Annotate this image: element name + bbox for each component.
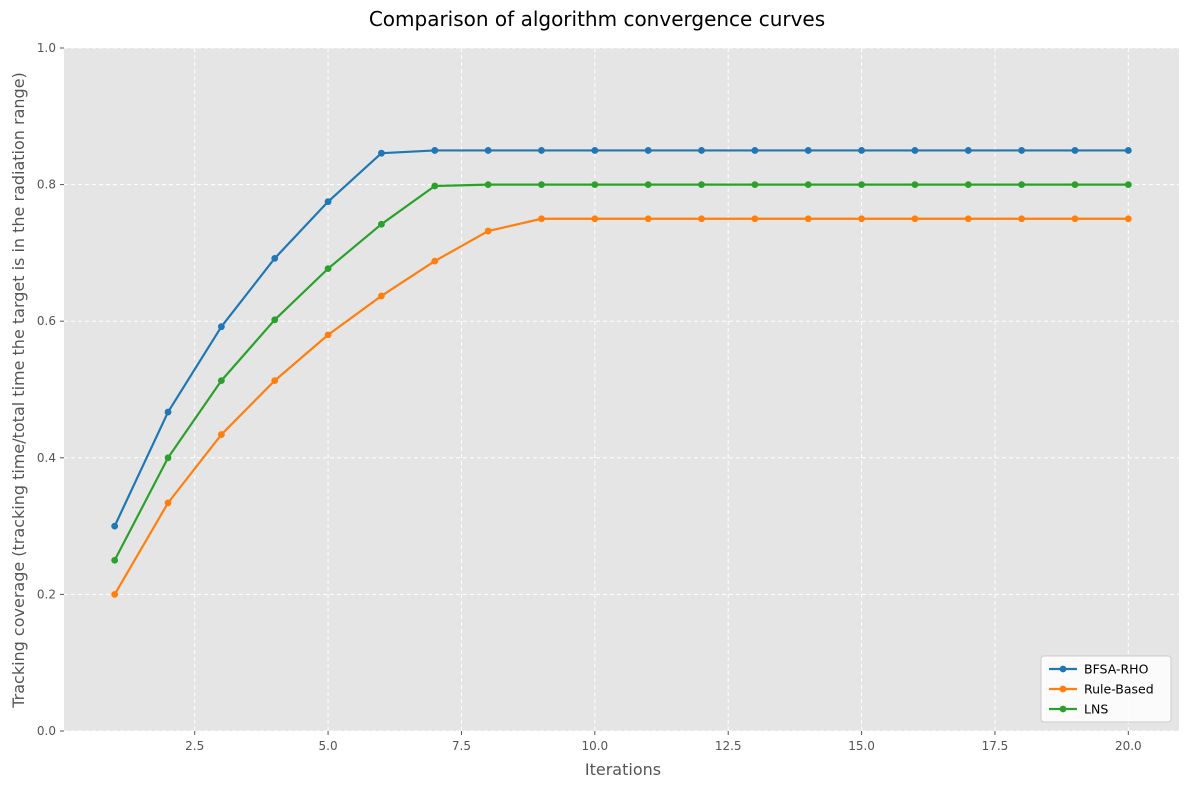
legend-swatch-marker xyxy=(1059,665,1067,673)
data-point xyxy=(644,181,652,189)
series-rule-based xyxy=(111,215,1132,598)
data-point xyxy=(804,215,812,223)
data-point xyxy=(698,215,705,223)
data-point xyxy=(644,147,652,154)
x-tick-label: 12.5 xyxy=(715,739,742,753)
data-point xyxy=(698,147,705,154)
data-point xyxy=(644,215,652,223)
data-point xyxy=(538,215,545,223)
data-point xyxy=(591,147,599,154)
legend-box xyxy=(1040,655,1172,723)
data-point xyxy=(698,181,705,189)
y-tick-label: 0.0 xyxy=(37,724,56,738)
data-point xyxy=(538,181,545,189)
legend: BFSA-RHO Rule-Based LNS xyxy=(1040,655,1172,723)
data-point xyxy=(271,377,279,385)
data-point xyxy=(164,454,172,462)
data-point xyxy=(1124,181,1132,189)
legend-label: Rule-Based xyxy=(1084,682,1154,697)
data-point xyxy=(484,227,492,235)
data-point xyxy=(271,316,279,324)
data-point xyxy=(431,257,439,265)
data-point xyxy=(378,292,385,300)
x-tick-label: 5.0 xyxy=(319,739,338,753)
data-point xyxy=(378,149,385,157)
plot-area xyxy=(64,48,1179,731)
x-tick-label: 20.0 xyxy=(1115,739,1142,753)
data-point xyxy=(1018,215,1026,223)
x-tick-label: 10.0 xyxy=(581,739,608,753)
x-axis-title: Iterations xyxy=(585,760,661,779)
data-point xyxy=(858,147,865,154)
data-point xyxy=(538,147,545,154)
legend-swatch-marker xyxy=(1059,685,1067,693)
data-point xyxy=(217,323,225,331)
data-point xyxy=(804,181,812,189)
x-tick-label: 2.5 xyxy=(185,739,204,753)
y-tick-label: 1.0 xyxy=(37,41,56,55)
series-line xyxy=(113,149,1129,527)
y-axis-title: Tracking coverage (tracking time/total t… xyxy=(9,72,28,709)
series-bfsa-rho xyxy=(111,147,1132,530)
data-point xyxy=(1124,215,1132,223)
data-point xyxy=(964,215,972,223)
data-point xyxy=(858,181,865,189)
data-point xyxy=(804,147,812,154)
data-point xyxy=(751,147,759,154)
data-point xyxy=(324,198,332,206)
data-point xyxy=(164,499,172,507)
legend-label: LNS xyxy=(1084,702,1108,717)
y-tick-label: 0.6 xyxy=(37,314,56,328)
data-point xyxy=(324,331,332,339)
data-point xyxy=(751,215,759,223)
data-point xyxy=(911,215,919,223)
data-point xyxy=(751,181,759,189)
y-tick-label: 0.8 xyxy=(37,178,56,192)
axis-ticks: 2.5 5.0 7.5 10.0 12.5 15.0 17.5 20.0 0.0 0.2 0.4 0.… xyxy=(37,41,1142,753)
data-point xyxy=(111,522,119,530)
data-point xyxy=(1071,181,1079,189)
data-point xyxy=(324,265,332,273)
data-point xyxy=(964,181,972,189)
data-point xyxy=(217,377,225,385)
series-line xyxy=(113,217,1129,595)
series-line xyxy=(113,183,1129,561)
data-point xyxy=(431,182,439,190)
data-point xyxy=(591,181,599,189)
data-point xyxy=(484,147,492,154)
data-point xyxy=(1018,147,1026,154)
grid xyxy=(64,47,1179,732)
chart-title: Comparison of algorithm convergence curv… xyxy=(369,7,825,31)
data-point xyxy=(111,591,119,598)
series-layer xyxy=(111,147,1132,598)
y-tick-label: 0.2 xyxy=(37,587,56,601)
data-point xyxy=(964,147,972,154)
x-tick-label: 7.5 xyxy=(452,739,471,753)
data-point xyxy=(1071,147,1079,154)
data-point xyxy=(484,181,492,189)
data-point xyxy=(1018,181,1026,189)
data-point xyxy=(911,181,919,189)
data-point xyxy=(591,215,599,223)
data-point xyxy=(271,254,279,262)
y-tick-label: 0.4 xyxy=(37,451,56,465)
legend-swatch-marker xyxy=(1059,705,1067,713)
legend-label: BFSA-RHO xyxy=(1084,662,1149,677)
x-tick-label: 15.0 xyxy=(848,739,875,753)
data-point xyxy=(858,215,865,223)
data-point xyxy=(164,408,172,416)
data-point xyxy=(1124,147,1132,154)
data-point xyxy=(911,147,919,154)
data-point xyxy=(217,431,225,438)
data-point xyxy=(431,147,439,154)
x-tick-label: 17.5 xyxy=(982,739,1009,753)
data-point xyxy=(1071,215,1079,223)
data-point xyxy=(378,220,385,228)
data-point xyxy=(111,556,119,564)
series-lns xyxy=(111,181,1132,564)
